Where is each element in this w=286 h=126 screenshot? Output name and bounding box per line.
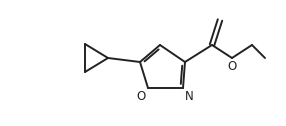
Text: O: O	[136, 90, 146, 103]
Text: N: N	[185, 90, 193, 103]
Text: O: O	[227, 60, 237, 73]
